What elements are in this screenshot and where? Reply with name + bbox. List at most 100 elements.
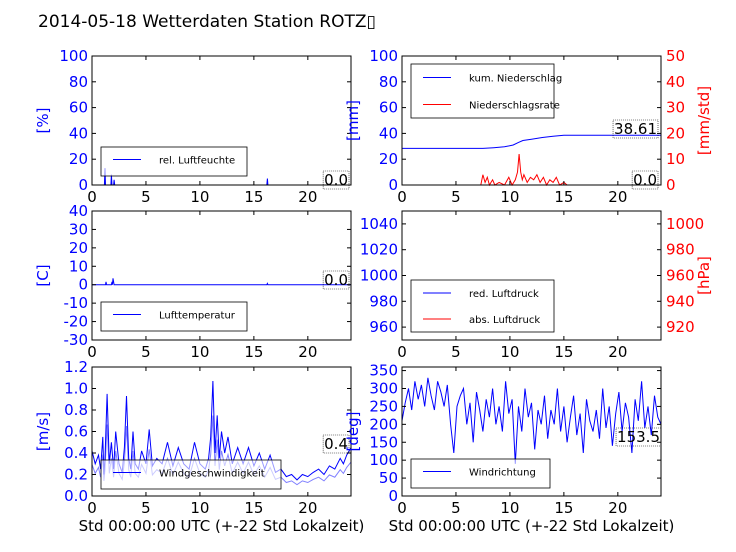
y-right-tick-label: 20 bbox=[666, 124, 685, 142]
plot-frame-precipitation bbox=[401, 55, 662, 186]
value-annotation-box bbox=[322, 434, 350, 454]
legend-box bbox=[100, 301, 248, 332]
legend-humidity: rel. Luftfeuchte bbox=[100, 146, 248, 177]
x-tick-label: 20 bbox=[608, 188, 627, 206]
y-tick-label: 20 bbox=[69, 239, 88, 257]
legend-label: Niederschlagsrate bbox=[469, 101, 560, 112]
y-right-tick-label: 10 bbox=[666, 150, 685, 168]
panel-windspeed: 0 5 10 15 20 0.0 0.2 0.4 0.6 0.8 1.0 1.2 [m/s] Std 00… bbox=[34, 358, 364, 535]
legend-box bbox=[410, 279, 555, 333]
legend-label: abs. Luftdruck bbox=[469, 315, 540, 326]
y-tick-label: 0.4 bbox=[64, 444, 88, 462]
value-annotation-box bbox=[612, 119, 659, 139]
figure-title: 2014-05-18 Wetterdaten Station ROTZ▯ bbox=[38, 12, 376, 32]
x-tick-label: 5 bbox=[451, 188, 461, 206]
x-tick-label: 0 bbox=[397, 499, 407, 517]
legend-precipitation: kum. Niederschlag Niederschlagsrate bbox=[410, 63, 562, 119]
legend-winddirection: Windrichtung bbox=[410, 458, 551, 489]
x-tick-label: 0 bbox=[87, 343, 97, 361]
y-tick-label: 60 bbox=[69, 99, 88, 117]
y-tick-label: 20 bbox=[69, 150, 88, 168]
panel-humidity: 0 5 10 15 20 0 20 40 60 80 100 [%] rel. Luftfeuchte 0… bbox=[34, 47, 352, 206]
legend-label: Windrichtung bbox=[469, 468, 536, 479]
x-tick-label: 15 bbox=[554, 188, 573, 206]
x-tick-label: 10 bbox=[190, 188, 209, 206]
y-tick-label: 40 bbox=[379, 124, 398, 142]
y-tick-label: 0 bbox=[388, 176, 398, 194]
x-tick-label: 20 bbox=[298, 499, 317, 517]
value-annotation: 0.0 bbox=[324, 171, 348, 189]
y-axis-label: [mm] bbox=[344, 100, 362, 141]
value-annotation-right: 0.0 bbox=[633, 171, 657, 189]
y-tick-label: -20 bbox=[64, 313, 89, 331]
series-line-precipitation-0 bbox=[402, 134, 662, 149]
x-tick-label: 15 bbox=[244, 188, 263, 206]
panel-pressure: 0 5 10 15 20 960 980 1000 1020 1040 920 940 960 980 10… bbox=[360, 210, 713, 361]
legend-pressure: red. Luftdruck abs. Luftdruck bbox=[410, 279, 555, 333]
series-line-precipitation-1 bbox=[402, 153, 661, 187]
x-tick-label: 15 bbox=[244, 499, 263, 517]
plot-frame-temperature bbox=[91, 210, 352, 341]
series-line-temperature-0 bbox=[92, 278, 351, 286]
y-tick-label: 200 bbox=[369, 415, 398, 433]
y-tick-label: 1000 bbox=[360, 267, 398, 285]
y-right-tick-label: 920 bbox=[666, 318, 695, 336]
y-tick-label: 10 bbox=[69, 257, 88, 275]
y-tick-label: 1040 bbox=[360, 215, 398, 233]
value-annotation: 38.61 bbox=[614, 120, 657, 138]
y-tick-label: 0.8 bbox=[64, 401, 88, 419]
legend-box bbox=[100, 459, 282, 490]
y-tick-label: 300 bbox=[369, 380, 398, 398]
y-tick-label: 30 bbox=[69, 220, 88, 238]
y-right-tick-label: 980 bbox=[666, 241, 695, 259]
x-tick-label: 5 bbox=[141, 343, 151, 361]
legend-label: kum. Niederschlag bbox=[469, 74, 562, 85]
legend-label: Windgeschwindigkeit bbox=[159, 469, 265, 480]
value-annotation: 0.4 bbox=[324, 435, 348, 453]
x-axis-label: Std 00:00:00 UTC (+-22 Std Lokalzeit) bbox=[79, 517, 365, 535]
x-tick-label: 15 bbox=[554, 499, 573, 517]
legend-temperature: Lufttemperatur bbox=[100, 301, 248, 332]
legend-box bbox=[100, 146, 248, 177]
y-tick-label: 150 bbox=[369, 433, 398, 451]
value-annotation-box bbox=[322, 170, 350, 190]
x-tick-label: 5 bbox=[451, 499, 461, 517]
y-tick-label: 0 bbox=[78, 176, 88, 194]
legend-label: rel. Luftfeuchte bbox=[159, 156, 235, 167]
x-tick-label: 20 bbox=[608, 343, 627, 361]
y-tick-label: 80 bbox=[379, 73, 398, 91]
y-tick-label: 50 bbox=[379, 469, 398, 487]
y-tick-label: 250 bbox=[369, 397, 398, 415]
value-annotation: 153.5 bbox=[617, 428, 660, 446]
x-tick-label: 20 bbox=[608, 499, 627, 517]
x-tick-label: 15 bbox=[244, 343, 263, 361]
x-tick-label: 20 bbox=[298, 188, 317, 206]
legend-label: red. Luftdruck bbox=[469, 289, 539, 300]
y-tick-label: 0.2 bbox=[64, 466, 88, 484]
y-axis-label: [m/s] bbox=[34, 412, 52, 451]
x-tick-label: 5 bbox=[141, 188, 151, 206]
series-line-winddirection-0 bbox=[401, 377, 662, 464]
y-tick-label: 350 bbox=[369, 362, 398, 380]
panel-temperature: 0 5 10 15 20-30-20-10010203040[C]Lufttempera… bbox=[34, 202, 352, 361]
value-annotation-box bbox=[322, 270, 350, 290]
x-tick-label: 5 bbox=[141, 499, 151, 517]
x-tick-label: 10 bbox=[500, 499, 519, 517]
y-right-tick-label: 50 bbox=[666, 47, 685, 65]
y-tick-label: 0.0 bbox=[64, 487, 88, 505]
y-right-tick-label: 0 bbox=[666, 176, 676, 194]
y-tick-label: 100 bbox=[369, 451, 398, 469]
x-tick-label: 0 bbox=[87, 188, 97, 206]
legend-label: Lufttemperatur bbox=[159, 311, 236, 322]
y-right-tick-label: 940 bbox=[666, 292, 695, 310]
y-tick-label: 40 bbox=[69, 202, 88, 220]
value-annotation-box bbox=[615, 427, 662, 447]
y-axis-label-right: [hPa] bbox=[695, 256, 713, 295]
y-right-tick-label: 960 bbox=[666, 267, 695, 285]
x-tick-label: 0 bbox=[397, 188, 407, 206]
y-tick-label: -10 bbox=[64, 294, 89, 312]
value-annotation-right-box bbox=[631, 170, 659, 190]
value-annotation: 0.0 bbox=[324, 271, 348, 289]
